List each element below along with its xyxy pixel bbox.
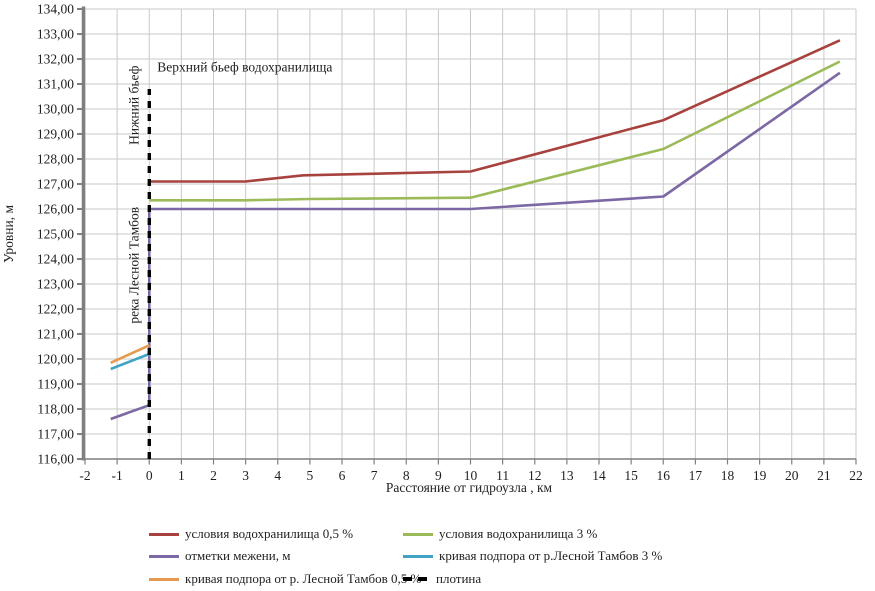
y-tick-label: 116,00 xyxy=(37,452,74,467)
x-tick-label: 15 xyxy=(624,468,638,483)
x-tick-label: 12 xyxy=(528,468,542,483)
x-tick-label: -1 xyxy=(112,468,123,483)
x-tick-label: 8 xyxy=(403,468,410,483)
x-tick-label: 3 xyxy=(242,468,249,483)
y-tick-label: 118,00 xyxy=(37,402,74,417)
annotation-0: Верхний бьеф водохранилища xyxy=(157,60,332,75)
series-line-2 xyxy=(110,71,841,421)
y-tick-label: 125,00 xyxy=(37,227,74,242)
x-tick-label: 22 xyxy=(849,468,863,483)
x-tick-label: -2 xyxy=(79,468,90,483)
y-axis-title: Уровни, м xyxy=(1,205,16,263)
y-tick-label: 122,00 xyxy=(37,302,74,317)
x-tick-label: 5 xyxy=(307,468,314,483)
x-tick-label: 9 xyxy=(435,468,442,483)
x-tick-label: 21 xyxy=(817,468,831,483)
x-tick-label: 1 xyxy=(178,468,185,483)
y-tick-label: 121,00 xyxy=(37,327,74,342)
x-tick-label: 14 xyxy=(592,468,606,483)
annotation-2: река Лесной Тамбов xyxy=(127,207,142,324)
x-tick-label: 16 xyxy=(657,468,671,483)
y-tick-label: 126,00 xyxy=(37,202,74,217)
x-tick-label: 7 xyxy=(371,468,378,483)
y-tick-label: 129,00 xyxy=(37,127,74,142)
y-tick-label: 127,00 xyxy=(37,177,74,192)
x-tick-label: 19 xyxy=(753,468,767,483)
y-tick-label: 123,00 xyxy=(37,277,74,292)
x-tick-label: 20 xyxy=(785,468,799,483)
series-line-0 xyxy=(149,39,841,183)
y-tick-label: 120,00 xyxy=(37,352,74,367)
x-tick-label: 11 xyxy=(496,468,509,483)
y-tick-label: 117,00 xyxy=(37,427,74,442)
x-tick-label: 2 xyxy=(210,468,217,483)
y-tick-label: 131,00 xyxy=(37,77,74,92)
y-tick-label: 134,00 xyxy=(37,2,74,17)
x-tick-label: 6 xyxy=(339,468,346,483)
x-tick-label: 0 xyxy=(146,468,153,483)
series-line-3 xyxy=(110,352,150,371)
x-tick-label: 4 xyxy=(274,468,281,483)
x-tick-label: 13 xyxy=(560,468,574,483)
y-tick-label: 132,00 xyxy=(37,52,74,67)
series-line-1 xyxy=(149,60,841,202)
x-tick-label: 10 xyxy=(464,468,478,483)
x-axis-title: Расстояние от гидроузла , км xyxy=(386,480,553,495)
y-tick-label: 124,00 xyxy=(37,252,74,267)
y-tick-label: 128,00 xyxy=(37,152,74,167)
annotation-1: Нижний бьеф xyxy=(127,65,142,145)
x-tick-label: 17 xyxy=(689,468,703,483)
y-tick-label: 119,00 xyxy=(37,377,74,392)
y-tick-label: 130,00 xyxy=(37,102,74,117)
x-tick-label: 18 xyxy=(721,468,735,483)
y-tick-label: 133,00 xyxy=(37,27,74,42)
series-line-4 xyxy=(110,344,150,364)
